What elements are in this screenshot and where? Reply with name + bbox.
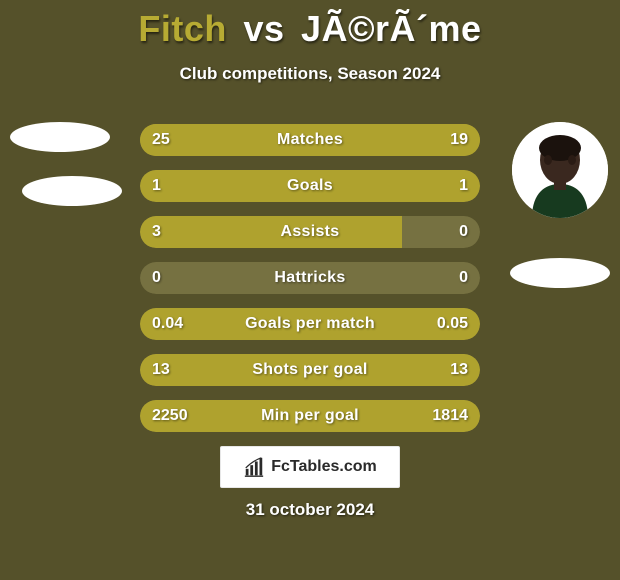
stat-label: Shots per goal [140, 354, 480, 386]
stats-container: 2519Matches 11Goals 30Assists 00Hattricks 0.… [140, 124, 480, 432]
stat-row: 1313Shots per goal [140, 354, 480, 386]
avatar-player2-svg [512, 122, 608, 218]
bar-chart-icon [243, 456, 265, 478]
title-player2: JÃ©rÃ´me [301, 8, 482, 49]
stat-label: Assists [140, 216, 480, 248]
page-title: Fitch vs JÃ©rÃ´me [0, 0, 620, 50]
title-vs: vs [237, 8, 290, 49]
logo-box: FcTables.com [220, 446, 400, 488]
logo-text: FcTables.com [271, 458, 377, 476]
stat-row: 11Goals [140, 170, 480, 202]
team-badge-right [510, 258, 610, 288]
team-badge-left-2 [22, 176, 122, 206]
stat-label: Matches [140, 124, 480, 156]
team-badge-left-1 [10, 122, 110, 152]
stat-label: Hattricks [140, 262, 480, 294]
title-player1: Fitch [138, 8, 227, 49]
stat-label: Goals per match [140, 308, 480, 340]
stat-row: 30Assists [140, 216, 480, 248]
stat-row: 0.040.05Goals per match [140, 308, 480, 340]
stat-label: Min per goal [140, 400, 480, 432]
content-root: Fitch vs JÃ©rÃ´me Club competitions, Sea… [0, 0, 620, 580]
stat-row: 00Hattricks [140, 262, 480, 294]
stat-row: 2519Matches [140, 124, 480, 156]
subtitle: Club competitions, Season 2024 [0, 64, 620, 84]
stat-row: 22501814Min per goal [140, 400, 480, 432]
stat-label: Goals [140, 170, 480, 202]
avatar-player2 [512, 122, 608, 218]
footer-date: 31 october 2024 [0, 500, 620, 520]
